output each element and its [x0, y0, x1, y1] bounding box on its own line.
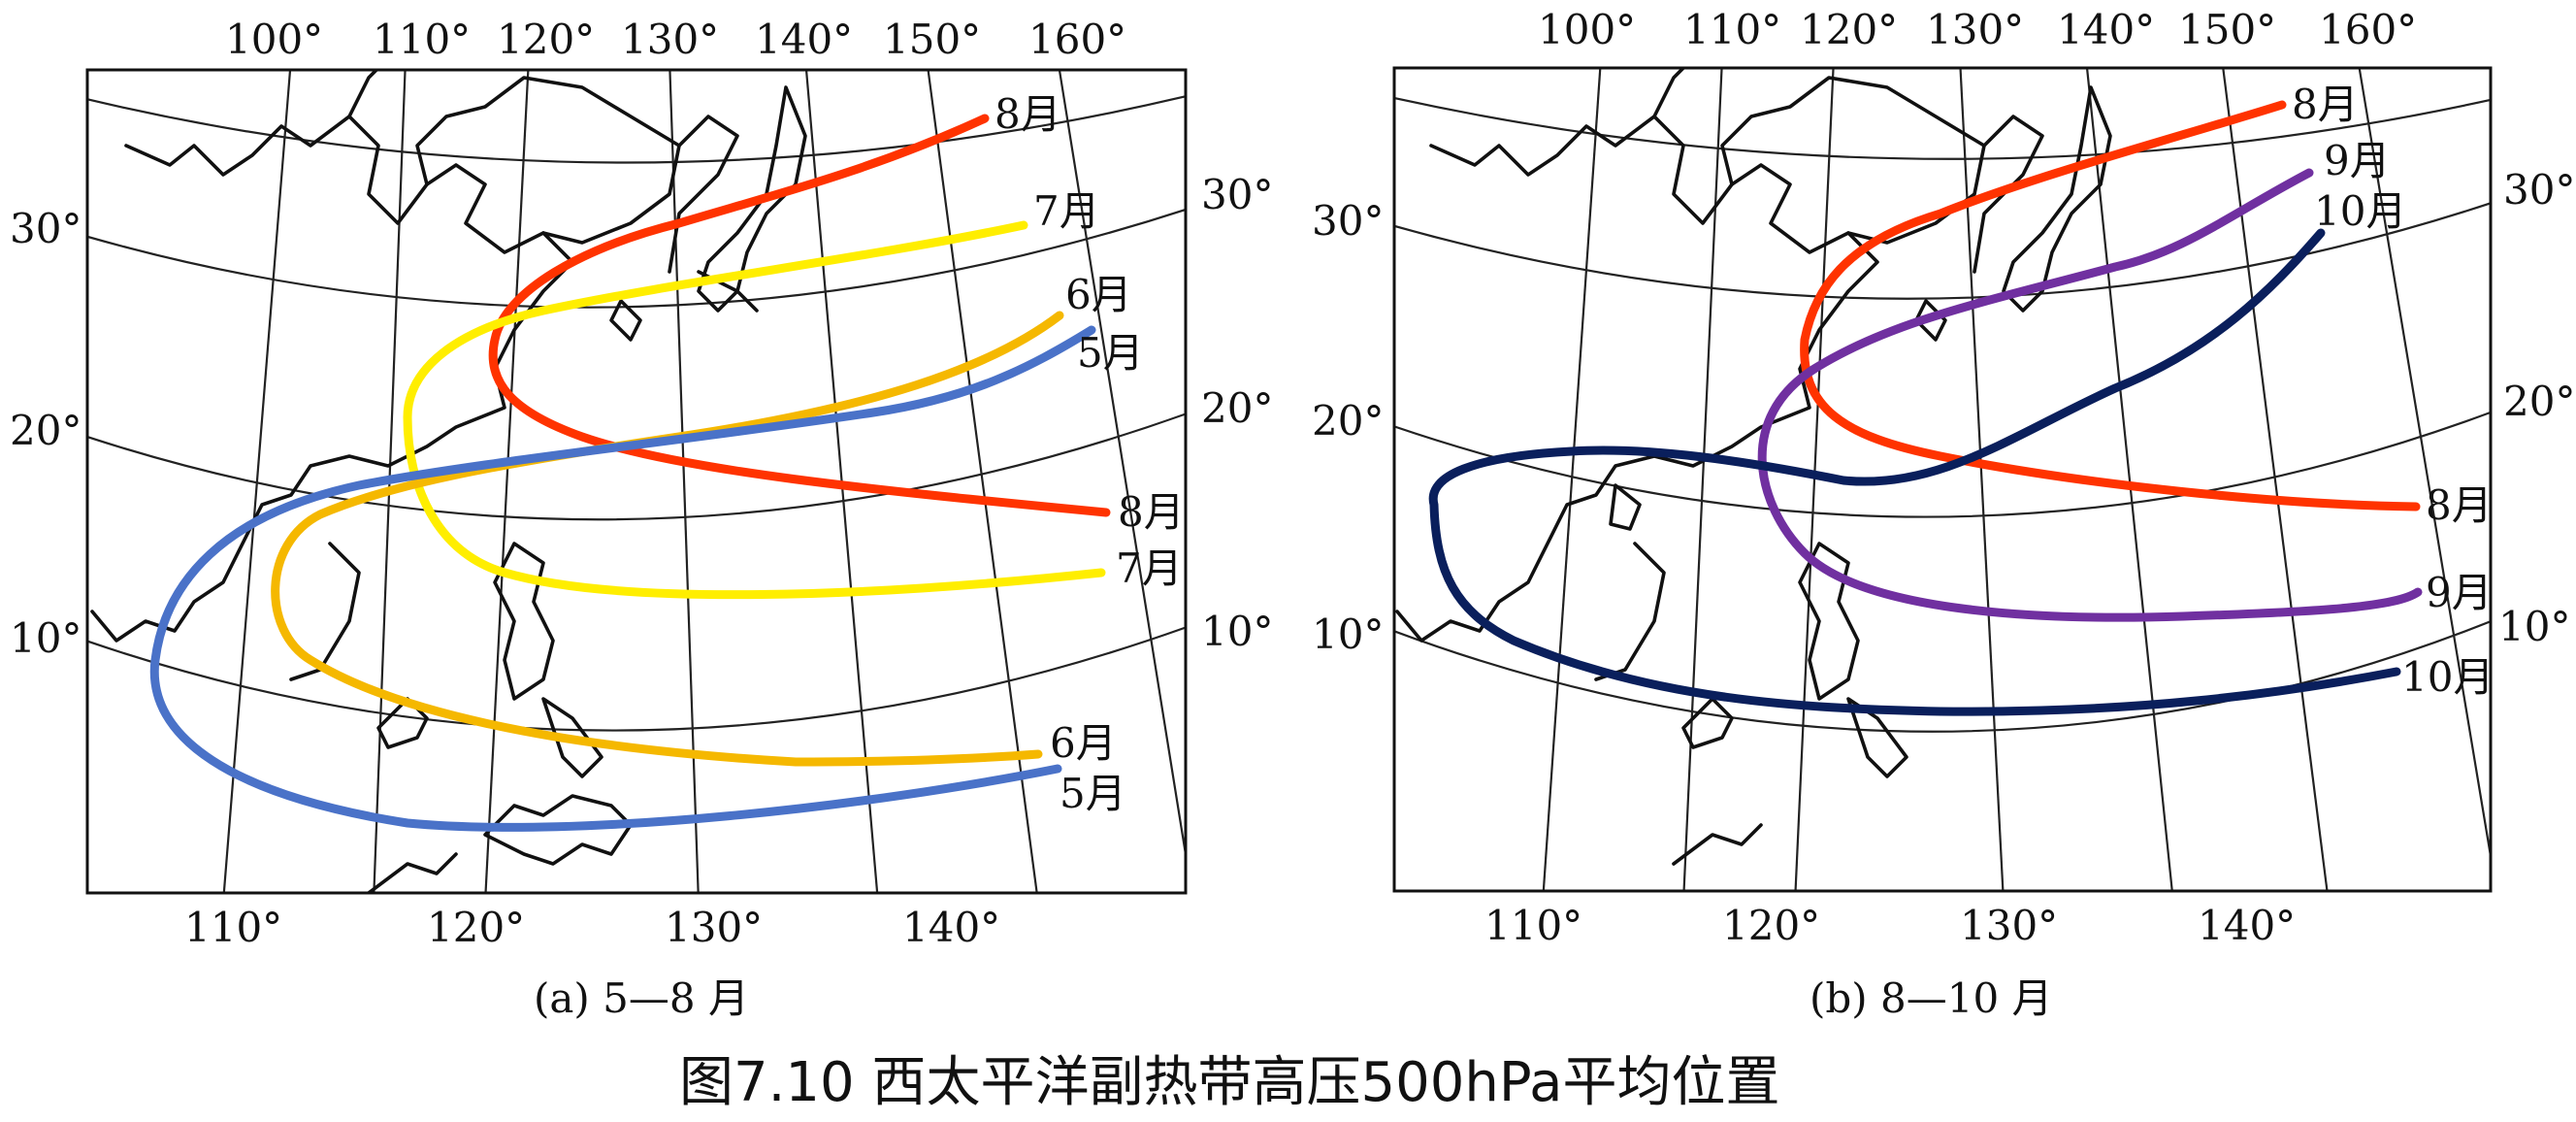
ridge-line-aug	[488, 114, 1111, 517]
tick-labels-a: 100° 110° 120° 130° 140° 150° 160° 110° …	[10, 16, 1273, 951]
right-lat-tick: 10°	[2498, 603, 2570, 650]
left-lat-tick: 20°	[10, 407, 82, 454]
right-lat-tick: 10°	[1201, 608, 1273, 655]
ridge-line-aug	[1800, 100, 2421, 512]
ridge-line-oct	[1428, 228, 2401, 716]
left-lat-tick: 10°	[1312, 610, 1384, 658]
bottom-lon-tick: 130°	[1960, 902, 2058, 949]
ridge-line-jul	[403, 220, 1106, 600]
ridge-line-may	[149, 325, 1096, 832]
caption-a: (a) 5—8 月	[534, 974, 749, 1022]
left-lat-tick: 10°	[10, 614, 82, 662]
ridge-lines-b	[1428, 100, 2423, 716]
label-jul-start: 7月	[1116, 544, 1183, 592]
label-aug-start: 8月	[1118, 488, 1185, 536]
label-sep-start: 9月	[2426, 569, 2493, 616]
top-lon-tick: 150°	[2178, 6, 2276, 53]
label-sep-end: 9月	[2324, 137, 2391, 184]
label-aug-end: 8月	[2292, 81, 2359, 128]
top-lon-tick: 140°	[2057, 6, 2155, 53]
top-lon-tick: 150°	[883, 16, 981, 63]
right-lat-tick: 30°	[2503, 166, 2575, 214]
top-lon-tick: 120°	[1800, 6, 1898, 53]
latitude-grid-b	[1394, 96, 2491, 733]
label-oct-end: 10月	[2314, 187, 2406, 235]
top-lon-tick: 100°	[225, 16, 323, 63]
panel-b: 8月 8月 9月 9月 10月 10月 100° 110° 120° 130° …	[1312, 6, 2575, 1022]
tick-labels-b: 100° 110° 120° 130° 140° 150° 160° 110° …	[1312, 6, 2575, 949]
label-oct-start: 10月	[2401, 653, 2494, 701]
label-aug-end: 8月	[995, 90, 1061, 138]
top-lon-tick: 120°	[497, 16, 595, 63]
left-lat-tick: 30°	[10, 205, 82, 252]
top-lon-tick: 100°	[1538, 6, 1636, 53]
ridge-line-sep	[1757, 168, 2423, 622]
label-aug-start: 8月	[2426, 481, 2493, 529]
month-labels-b: 8月 8月 9月 9月 10月 10月	[2292, 81, 2494, 701]
left-lat-tick: 20°	[1312, 397, 1384, 445]
label-may-start: 5月	[1060, 770, 1126, 817]
top-lon-tick: 140°	[755, 16, 853, 63]
top-lon-tick: 160°	[1028, 16, 1126, 63]
bottom-lon-tick: 130°	[665, 904, 763, 951]
latitude-grid-a	[87, 95, 1186, 732]
longitude-grid-a	[222, 70, 1186, 893]
map-frame-b	[1392, 66, 2493, 893]
left-lat-tick: 30°	[1312, 197, 1384, 245]
figure-title: 图7.10 西太平洋副热带高压500hPa平均位置	[679, 1051, 1780, 1114]
top-lon-tick: 110°	[373, 16, 471, 63]
map-frame-a	[85, 68, 1188, 895]
label-may-end: 5月	[1077, 329, 1144, 377]
top-lon-tick: 110°	[1683, 6, 1781, 53]
month-labels-a: 8月 8月 7月 7月 6月 6月 5月 5月	[995, 90, 1185, 817]
label-jul-end: 7月	[1033, 187, 1100, 235]
bottom-lon-tick: 140°	[902, 904, 1000, 951]
top-lon-tick: 130°	[621, 16, 719, 63]
right-lat-tick: 20°	[1201, 384, 1273, 432]
right-lat-tick: 30°	[1201, 171, 1273, 218]
bottom-lon-tick: 120°	[427, 904, 525, 951]
bottom-lon-tick: 110°	[184, 904, 282, 951]
ridge-lines-a	[149, 114, 1111, 832]
label-jun-end: 6月	[1065, 271, 1132, 318]
caption-b: (b) 8—10 月	[1810, 974, 2053, 1022]
bottom-lon-tick: 140°	[2198, 902, 2296, 949]
right-lat-tick: 20°	[2503, 378, 2575, 425]
bottom-lon-tick: 120°	[1722, 902, 1820, 949]
top-lon-tick: 160°	[2319, 6, 2417, 53]
ridge-line-jun	[271, 311, 1064, 767]
panel-a: 8月 8月 7月 7月 6月 6月 5月 5月 100° 110° 120° 1…	[10, 16, 1273, 1022]
top-lon-tick: 130°	[1926, 6, 2024, 53]
coastline-b	[1395, 68, 2112, 866]
label-jun-start: 6月	[1050, 719, 1117, 767]
bottom-lon-tick: 110°	[1484, 902, 1582, 949]
